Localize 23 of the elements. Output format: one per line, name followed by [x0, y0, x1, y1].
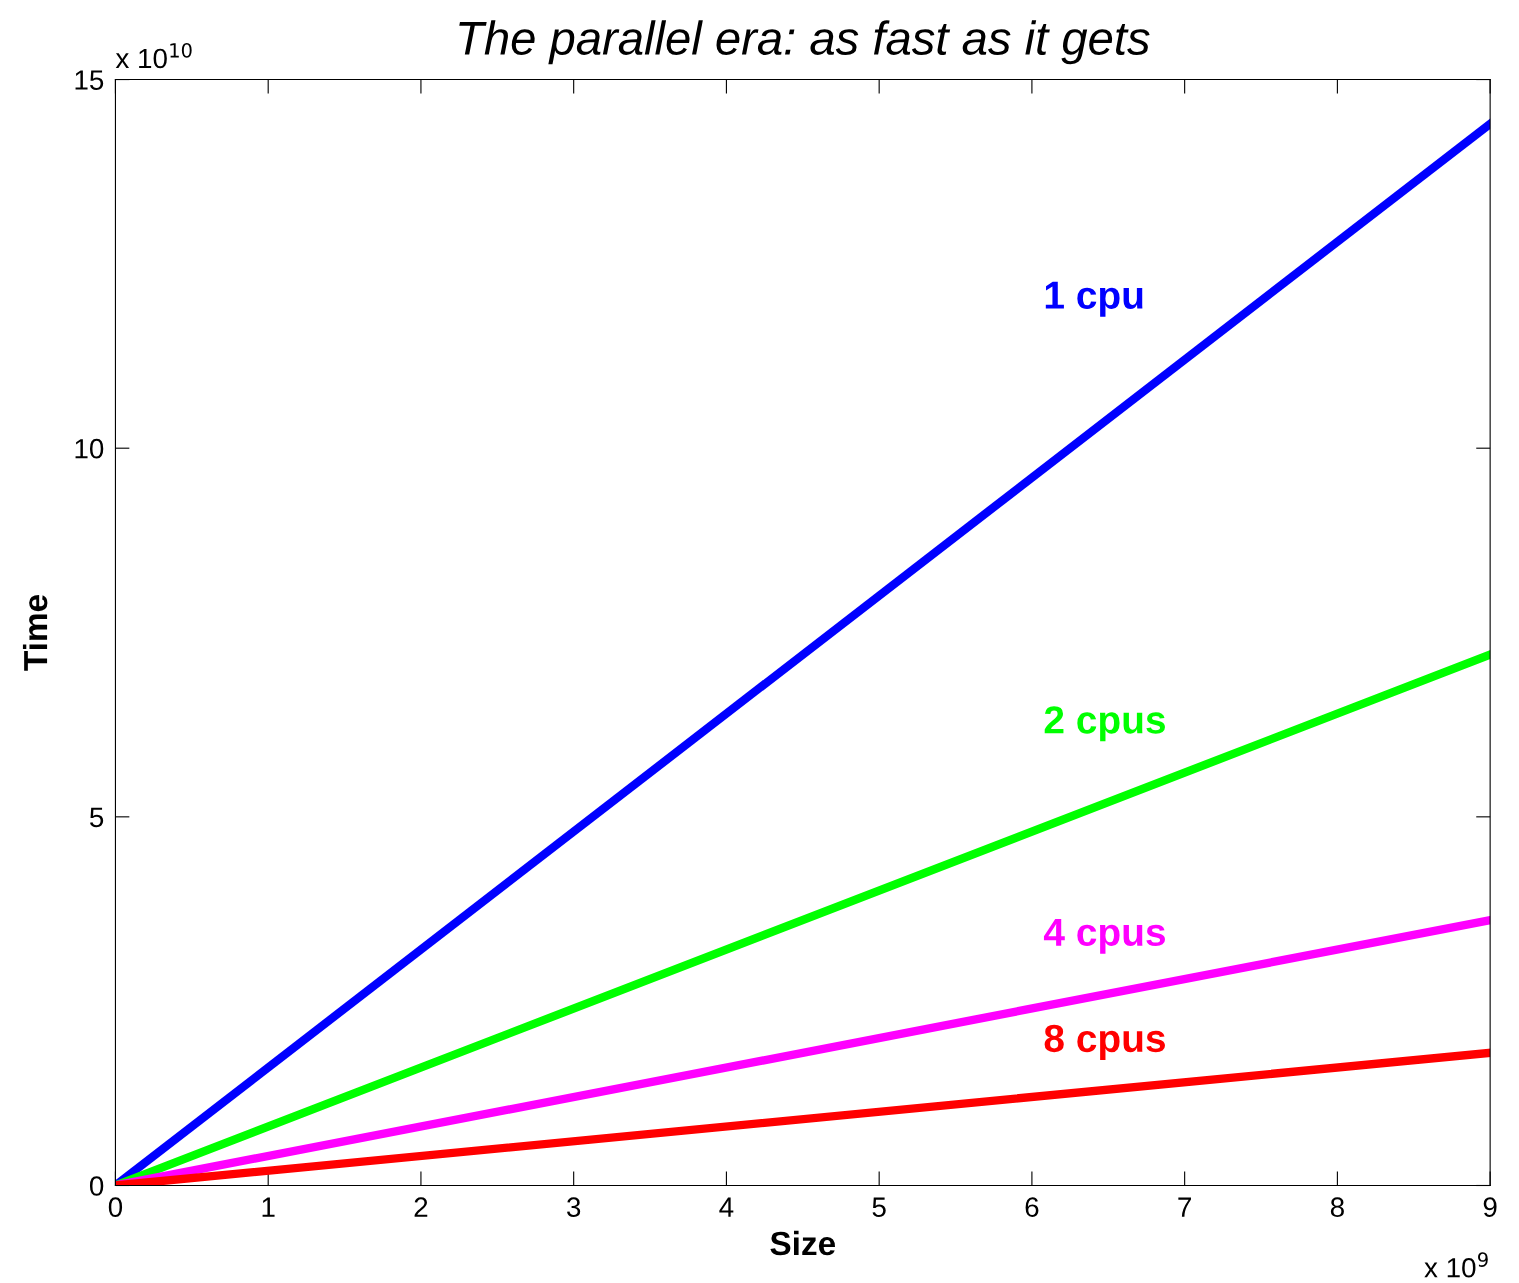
series-label: 2 cpus [1044, 706, 1165, 742]
x-tick-label: 0 [108, 1197, 123, 1218]
y-tick-label: 0 [89, 1176, 104, 1196]
x-tick-label: 7 [1178, 1197, 1191, 1217]
y-tick-label: 10 [75, 438, 104, 459]
text: x 10$^{10}$ [115, 42, 192, 69]
y-tick-label: 5 [90, 807, 104, 828]
x-tick-label: 5 [872, 1197, 886, 1218]
x-tick-label: 1 [262, 1197, 275, 1217]
x-axis-title: Size [770, 1230, 835, 1256]
series-label: 8 cpus [1044, 1024, 1165, 1060]
y-axis-title: Time [22, 595, 48, 671]
x-tick-label: 8 [1330, 1197, 1344, 1218]
x-tick-label: 9 [1483, 1197, 1497, 1218]
y-tick-label: 15 [75, 70, 104, 90]
text: x 10$^{9}$ [1424, 1252, 1488, 1278]
x-tick-label: 4 [719, 1197, 734, 1217]
x-tick-label: 2 [414, 1197, 428, 1217]
chart-title: The parallel era: as fast as it gets [459, 20, 1150, 65]
x-tick-label: 3 [567, 1197, 581, 1218]
series-label: 4 cpus [1043, 918, 1165, 954]
series-label: 1 cpu [1045, 281, 1143, 317]
x-tick-label: 6 [1025, 1197, 1039, 1218]
